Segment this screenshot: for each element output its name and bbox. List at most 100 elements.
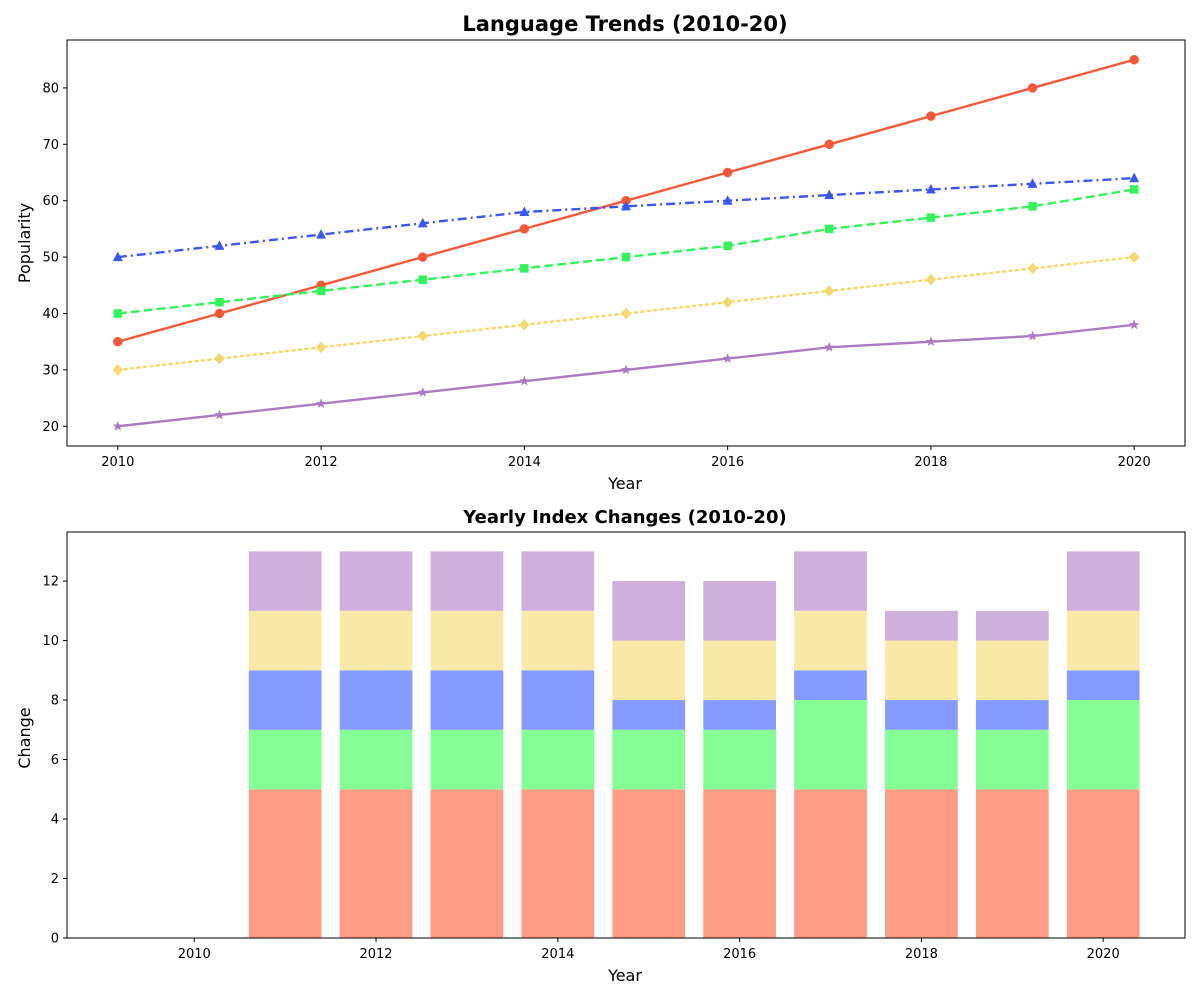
bar-segment-series-4 — [703, 640, 776, 701]
bar-segment-series-2 — [339, 729, 413, 790]
data-point-triangle — [925, 183, 936, 194]
series-line-5 — [117, 323, 1135, 428]
bar-segment-series-2 — [521, 729, 595, 790]
data-point-circle — [1027, 83, 1038, 93]
data-point-triangle — [112, 251, 123, 262]
bar-segment-series-5 — [521, 551, 595, 611]
bar-segment-series-5 — [248, 551, 322, 611]
bar-chart-y-tick-label: 2 — [51, 872, 59, 887]
line-chart-panel: Language Trends (2010-20) 2010 2012 2014 20… — [15, 12, 1186, 493]
bar-segment-series-2 — [430, 729, 504, 790]
bar-segment-series-1 — [430, 789, 504, 938]
bar-segment-series-4 — [885, 640, 958, 701]
bar-segment-series-1 — [794, 789, 867, 938]
bar-chart-title: Yearly Index Changes (2010-20) — [462, 507, 786, 528]
data-point-circle — [519, 224, 530, 234]
series-line-4 — [116, 255, 1136, 372]
data-point-star — [315, 398, 327, 409]
bar-segment-series-4 — [612, 640, 686, 701]
bar-segment-series-1 — [1066, 789, 1140, 938]
data-point-diamond — [315, 341, 327, 354]
bar-chart-x-tick-label: 2018 — [905, 947, 938, 962]
data-point-triangle — [316, 229, 327, 239]
bar-segment-series-3 — [794, 670, 867, 701]
data-point-square — [1028, 202, 1037, 211]
bar-segment-series-3 — [430, 670, 504, 730]
data-point-star — [1128, 319, 1140, 330]
bar-segment-series-3 — [521, 670, 595, 730]
bar-segment-series-5 — [612, 581, 686, 641]
bar-segment-series-3 — [612, 700, 686, 730]
bar-segment-series-3 — [339, 670, 413, 730]
bar-segment-series-3 — [975, 700, 1049, 730]
line-chart-y-tick-label: 60 — [42, 194, 59, 209]
line-chart-x-tick-label: 2020 — [1118, 455, 1151, 470]
data-point-star — [722, 353, 733, 364]
data-point-square — [723, 241, 732, 251]
bar-segment-series-2 — [794, 700, 867, 790]
bar-chart-x-tick-label: 2012 — [359, 947, 392, 962]
bar-segment-series-5 — [703, 581, 776, 641]
data-point-square — [316, 286, 326, 296]
bar-chart-y-tick-label: 12 — [42, 575, 59, 590]
data-point-square — [621, 252, 631, 262]
bar-chart-x-tick-label: 2020 — [1087, 947, 1120, 962]
data-point-star — [925, 336, 937, 347]
data-point-star — [214, 409, 225, 420]
data-point-square — [520, 264, 529, 273]
bar-segment-series-5 — [885, 610, 958, 641]
line-chart-y-tick-label: 20 — [42, 420, 59, 435]
bar-segment-series-5 — [975, 610, 1049, 641]
data-point-diamond — [823, 285, 835, 297]
bar-segment-series-3 — [885, 700, 958, 730]
bar-segment-series-5 — [1066, 551, 1140, 611]
data-point-diamond — [722, 296, 733, 309]
bar-segment-series-5 — [430, 551, 504, 611]
line-chart-frame — [66, 39, 1186, 447]
data-point-diamond — [1128, 251, 1140, 263]
data-point-star — [1027, 330, 1038, 341]
data-point-circle — [824, 139, 835, 150]
bar-segment-series-4 — [1066, 610, 1140, 671]
bar-chart-x-tick-label: 2010 — [178, 947, 211, 962]
data-point-star — [112, 420, 124, 431]
bar-segment-series-4 — [430, 610, 504, 671]
data-point-square — [418, 275, 427, 284]
data-point-triangle — [214, 240, 225, 250]
bar-chart-y-tick-label: 0 — [51, 932, 59, 947]
line-chart-x-tick-label: 2014 — [508, 455, 541, 470]
bar-segment-series-1 — [248, 789, 322, 938]
bar-segment-series-4 — [521, 610, 595, 671]
bar-segment-series-3 — [703, 700, 776, 730]
line-chart-y-tick-label: 50 — [42, 251, 59, 266]
data-point-diamond — [925, 273, 937, 286]
bar-segment-series-4 — [248, 610, 322, 671]
bar-segment-series-2 — [612, 729, 686, 790]
data-point-triangle — [620, 200, 632, 211]
data-point-star — [620, 364, 632, 375]
bar-chart-ticks: 2010 2012 2014 2016 2018 2020 0 2 4 6 8 10 12 — [42, 575, 1119, 962]
data-point-triangle — [1129, 172, 1140, 183]
data-point-star — [417, 386, 428, 397]
bar-chart-frame — [66, 531, 1186, 939]
line-chart-title: Language Trends (2010-20) — [462, 12, 787, 36]
bar-chart-y-tick-label: 6 — [51, 753, 59, 768]
bar-segment-series-2 — [885, 729, 958, 790]
data-point-circle — [417, 252, 428, 262]
line-chart-y-tick-label: 30 — [42, 363, 59, 378]
line-chart-marks — [112, 54, 1140, 431]
data-point-triangle — [1027, 178, 1038, 188]
bar-segment-series-2 — [248, 729, 322, 790]
data-point-triangle — [722, 195, 733, 205]
data-point-circle — [722, 167, 733, 178]
bar-chart-x-tick-label: 2016 — [723, 947, 756, 962]
bar-segment-series-4 — [975, 640, 1049, 701]
bar-segment-series-1 — [339, 789, 413, 938]
bar-segment-series-4 — [339, 610, 413, 671]
bar-segment-series-2 — [1066, 700, 1140, 790]
data-point-star — [519, 375, 530, 386]
bar-segment-series-3 — [248, 670, 322, 730]
bar-segment-series-5 — [339, 551, 413, 611]
